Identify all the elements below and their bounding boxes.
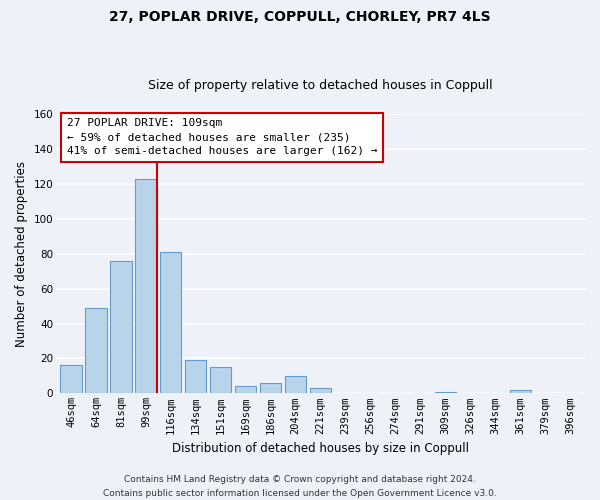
X-axis label: Distribution of detached houses by size in Coppull: Distribution of detached houses by size … (172, 442, 469, 455)
Bar (210, 367, 232, 394)
Title: Size of property relative to detached houses in Coppull: Size of property relative to detached ho… (148, 79, 493, 92)
Bar (235, 386, 256, 394)
Bar (61, 366, 82, 394)
Text: 27 POPLAR DRIVE: 109sqm
← 59% of detached houses are smaller (235)
41% of semi-d: 27 POPLAR DRIVE: 109sqm ← 59% of detache… (67, 118, 377, 156)
Y-axis label: Number of detached properties: Number of detached properties (15, 160, 28, 346)
Text: Contains HM Land Registry data © Crown copyright and database right 2024.
Contai: Contains HM Land Registry data © Crown c… (103, 476, 497, 498)
Bar (509, 390, 531, 394)
Bar (110, 260, 131, 394)
Bar (310, 388, 331, 394)
Bar (85, 308, 107, 394)
Bar (160, 252, 181, 394)
Bar (260, 383, 281, 394)
Bar (285, 376, 306, 394)
Text: 27, POPLAR DRIVE, COPPULL, CHORLEY, PR7 4LS: 27, POPLAR DRIVE, COPPULL, CHORLEY, PR7 … (109, 10, 491, 24)
Bar (135, 178, 157, 394)
Bar (185, 360, 206, 394)
Bar (434, 392, 456, 394)
